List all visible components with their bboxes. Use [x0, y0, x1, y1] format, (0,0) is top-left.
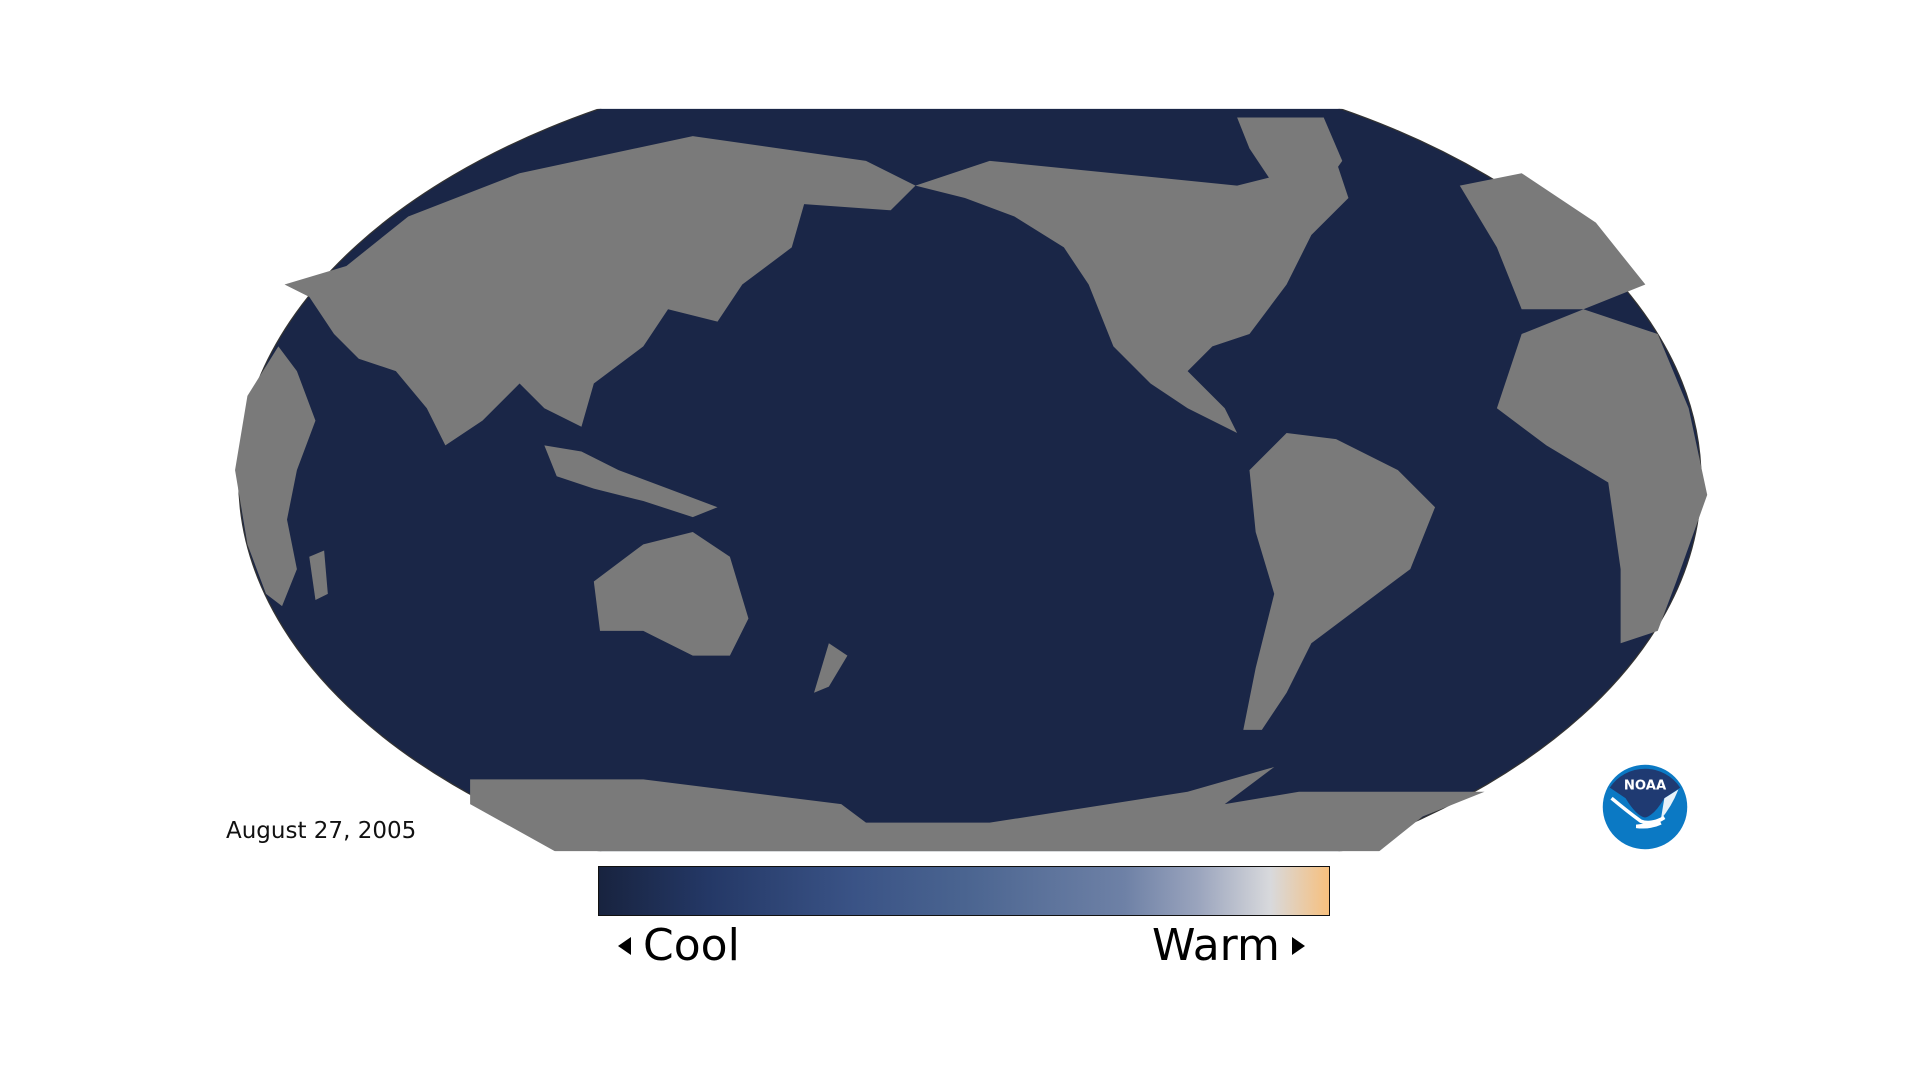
land-new-zealand	[814, 643, 848, 693]
land-antarctica	[470, 767, 1485, 852]
land-europe	[1459, 173, 1646, 310]
land-australia	[593, 531, 749, 656]
land-south-america	[1243, 432, 1436, 730]
land-madagascar	[309, 550, 328, 600]
colorbar	[598, 866, 1330, 916]
triangle-left-icon	[618, 936, 631, 955]
land-indonesia	[544, 445, 718, 518]
date-label: August 27, 2005	[226, 818, 417, 844]
land-eurasia	[284, 136, 916, 446]
cool-label: Cool	[643, 920, 740, 971]
land-greenland	[1237, 117, 1343, 205]
land	[235, 117, 1708, 852]
legend-warm: Warm	[1152, 920, 1305, 971]
noaa-logo-text: NOAA	[1624, 778, 1667, 793]
legend-cool: Cool	[618, 920, 740, 971]
land-north-america	[915, 160, 1349, 433]
land-africa-west	[235, 346, 316, 607]
noaa-logo: NOAA	[1602, 764, 1688, 850]
triangle-right-icon	[1291, 936, 1305, 955]
land-africa-east	[1496, 309, 1708, 644]
warm-label: Warm	[1152, 920, 1280, 971]
